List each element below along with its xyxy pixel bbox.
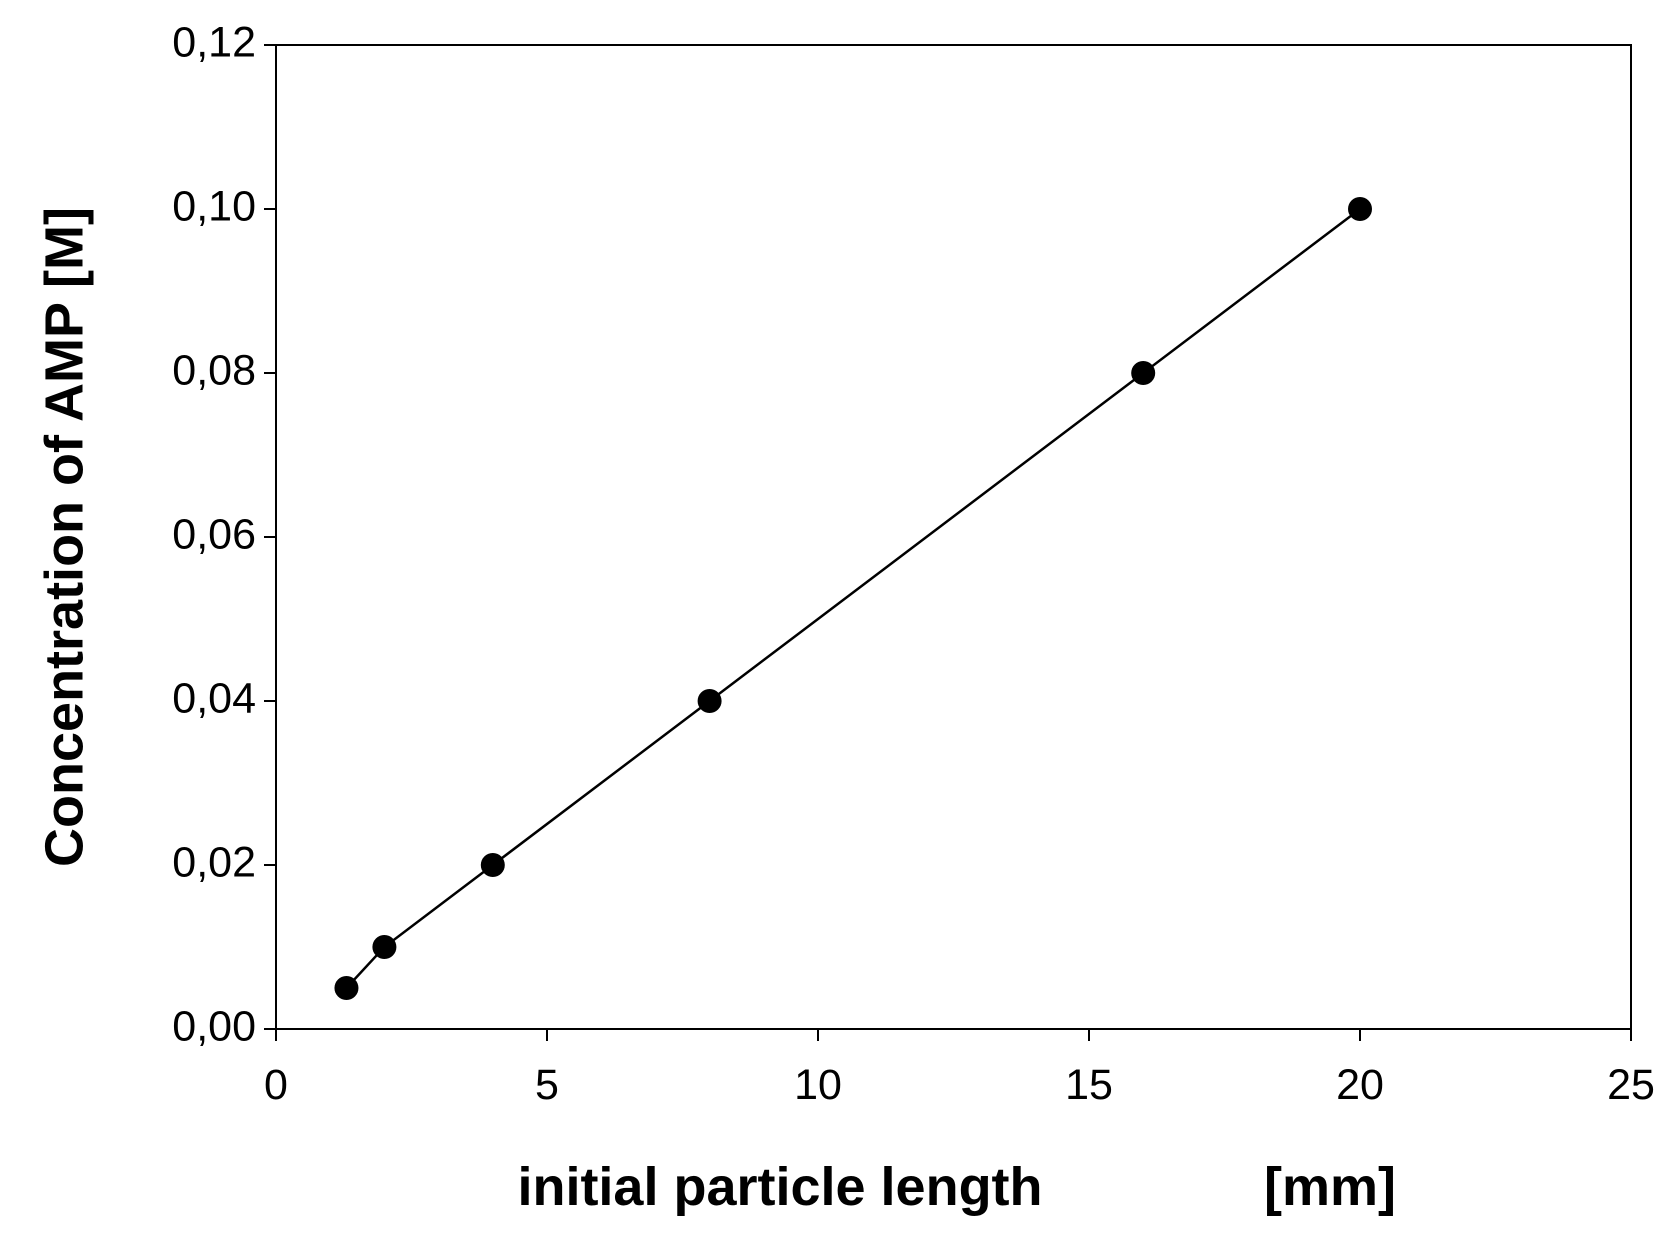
- x-tick-label: 25: [1607, 1061, 1655, 1109]
- x-axis-label: initial particle length: [517, 1157, 1042, 1217]
- data-point: [334, 976, 359, 1000]
- y-axis-label: Concentration of AMP [M]: [34, 207, 94, 867]
- y-tick-label: 0,02: [172, 838, 256, 886]
- data-point: [372, 935, 397, 959]
- y-tick-label: 0,06: [172, 510, 256, 558]
- y-tick-label: 0,04: [172, 674, 256, 722]
- x-tick-label: 5: [535, 1061, 559, 1109]
- x-tick-label: 15: [1065, 1061, 1113, 1109]
- data-point: [480, 853, 505, 877]
- y-tick-label: 0,12: [172, 18, 256, 66]
- data-point: [1348, 197, 1372, 221]
- y-tick-label: 0,08: [172, 346, 256, 394]
- x-tick-label: 20: [1336, 1061, 1384, 1109]
- y-tick-label: 0,00: [172, 1002, 256, 1050]
- x-tick-label: 10: [794, 1061, 842, 1109]
- plot-frame: [275, 44, 1632, 1030]
- y-tick-label: 0,10: [172, 182, 256, 230]
- x-axis-unit: [mm]: [1264, 1157, 1396, 1217]
- x-tick-label: 0: [264, 1061, 288, 1109]
- data-point: [697, 689, 722, 713]
- data-point: [1131, 361, 1156, 385]
